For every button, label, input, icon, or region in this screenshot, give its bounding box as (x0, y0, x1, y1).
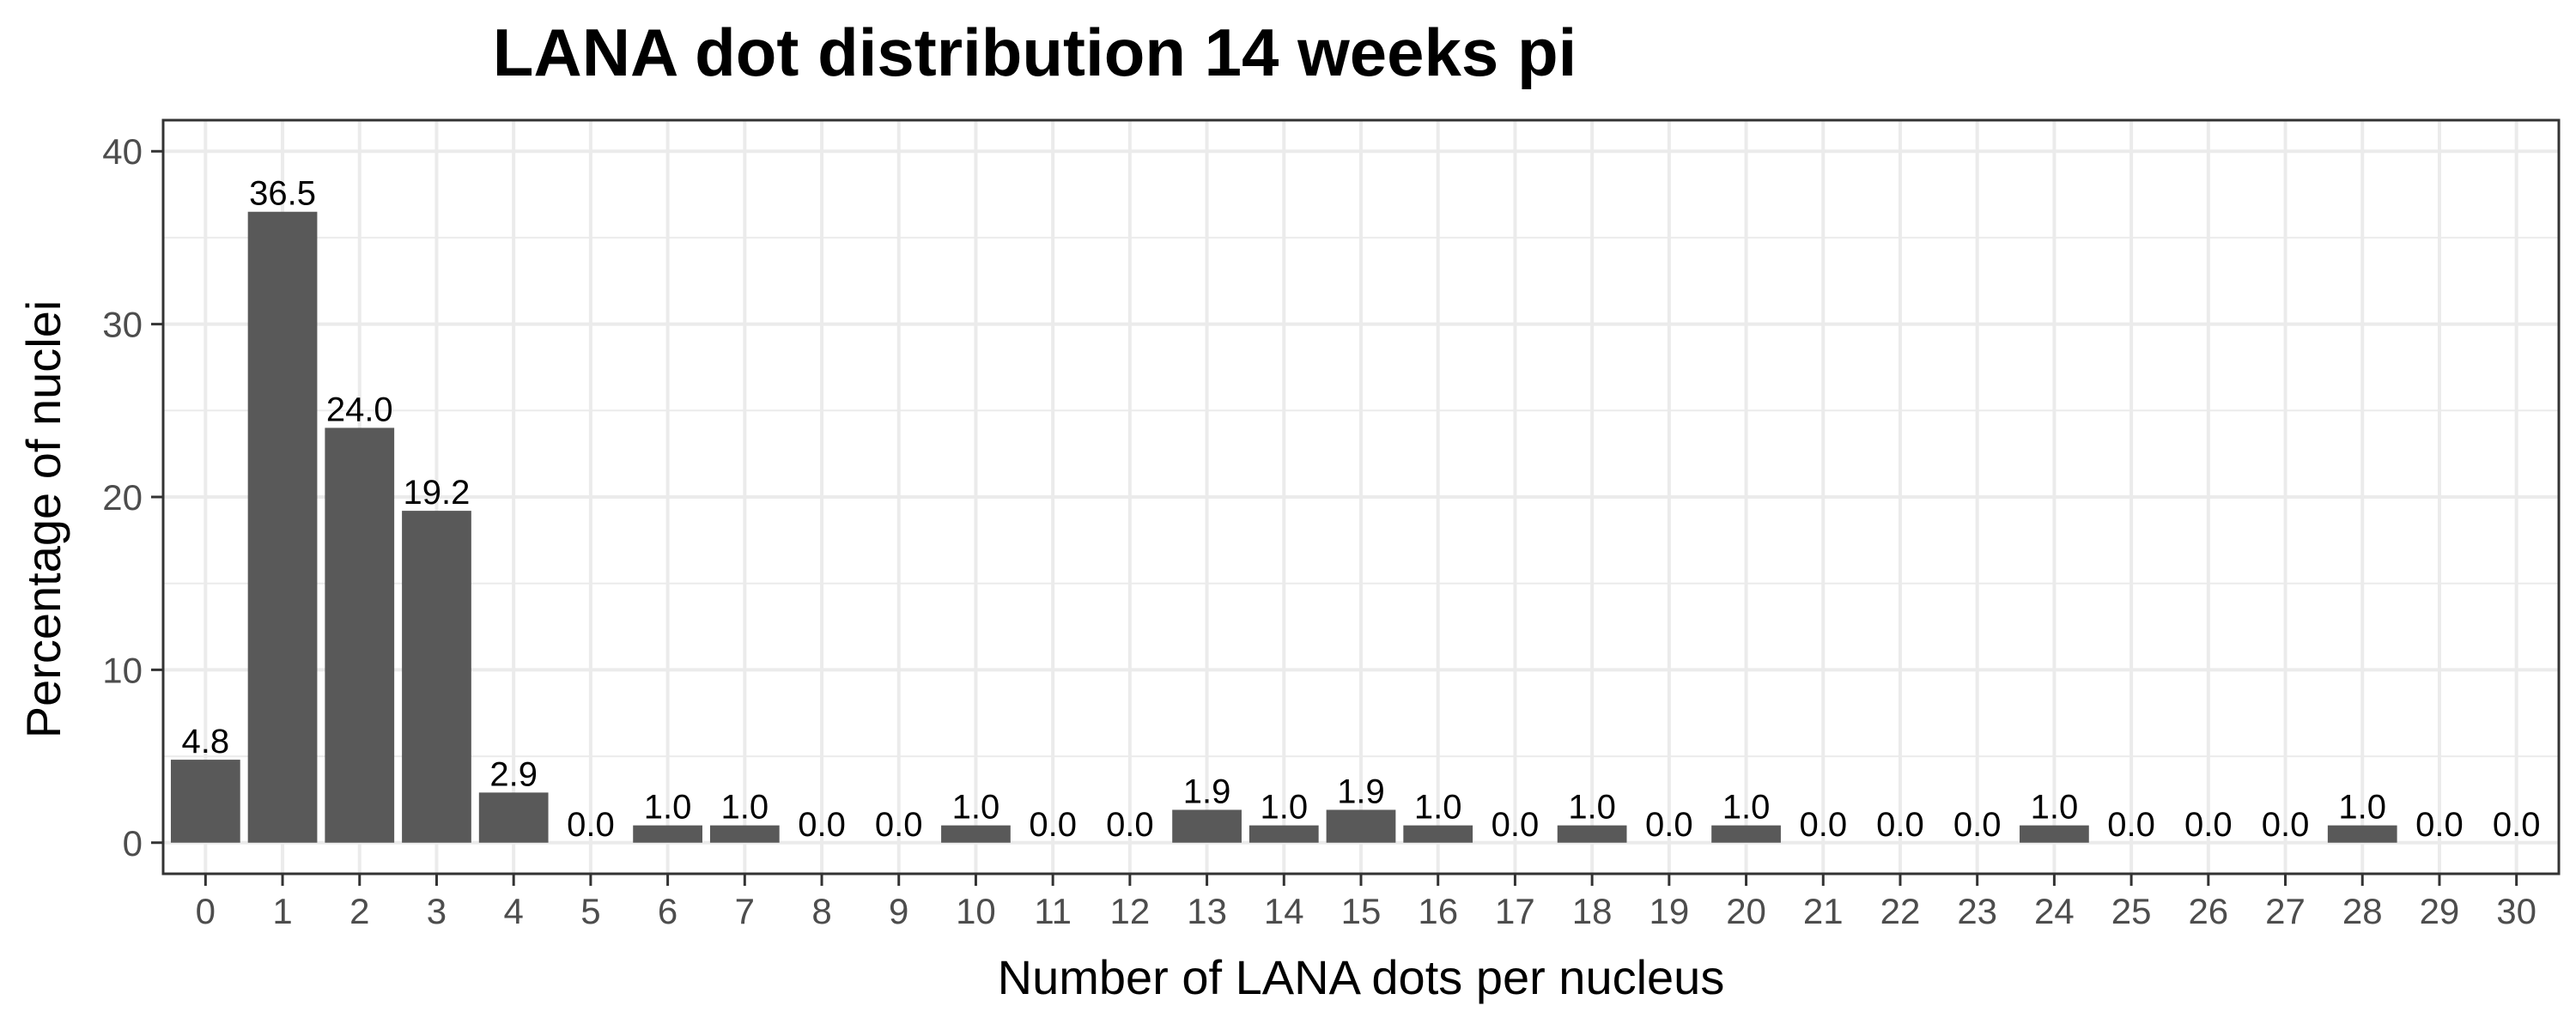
data-label: 1.0 (2031, 789, 2079, 827)
bar (247, 211, 318, 843)
data-label: 0.0 (1029, 806, 1077, 844)
bar (1711, 825, 1781, 843)
data-label: 2.9 (489, 755, 538, 793)
data-label: 0.0 (2415, 806, 2464, 844)
data-label: 0.0 (2107, 806, 2155, 844)
x-tick-label: 6 (658, 891, 677, 931)
bars (170, 211, 2397, 843)
x-tick-label: 30 (2496, 891, 2537, 931)
x-tick-label: 14 (1264, 891, 1304, 931)
data-label: 1.0 (721, 789, 769, 827)
x-tick-label: 2 (349, 891, 369, 931)
x-tick-label: 9 (889, 891, 908, 931)
y-axis-ticks: 0 10 20 30 40 (102, 131, 163, 863)
data-label: 0.0 (798, 806, 846, 844)
y-tick-label: 30 (102, 305, 143, 345)
x-tick-label: 10 (956, 891, 996, 931)
x-tick-label: 7 (735, 891, 755, 931)
data-label: 1.0 (1722, 789, 1771, 827)
x-tick-label: 18 (1572, 891, 1613, 931)
y-tick-label: 40 (102, 131, 143, 172)
data-label: 1.0 (644, 789, 692, 827)
bar (2020, 825, 2089, 843)
x-tick-label: 20 (1726, 891, 1766, 931)
data-label: 1.0 (2338, 789, 2386, 827)
data-label: 0.0 (1799, 806, 1847, 844)
x-tick-label: 8 (811, 891, 831, 931)
x-tick-label: 16 (1418, 891, 1458, 931)
x-tick-label: 1 (272, 891, 292, 931)
data-label: 0.0 (1876, 806, 1924, 844)
data-label: 36.5 (249, 175, 316, 213)
bar (170, 760, 240, 843)
bar (633, 825, 702, 843)
x-axis-label: Number of LANA dots per nucleus (998, 950, 1725, 1004)
data-label: 1.9 (1183, 772, 1231, 810)
chart-title: LANA dot distribution 14 weeks pi (493, 15, 1577, 90)
x-tick-label: 27 (2265, 891, 2306, 931)
x-tick-label: 5 (580, 891, 600, 931)
data-label: 0.0 (2184, 806, 2233, 844)
bar (709, 825, 780, 843)
bar (1249, 825, 1319, 843)
bar (478, 792, 549, 843)
y-axis-label: Percentage of nuclei (16, 300, 70, 739)
x-tick-label: 15 (1341, 891, 1382, 931)
data-label: 0.0 (875, 806, 923, 844)
data-label: 0.0 (2493, 806, 2541, 844)
data-label: 19.2 (404, 474, 471, 512)
x-tick-label: 25 (2111, 891, 2152, 931)
data-label: 1.0 (1414, 789, 1462, 827)
x-tick-label: 24 (2034, 891, 2075, 931)
x-tick-label: 3 (427, 891, 447, 931)
x-tick-label: 11 (1034, 891, 1072, 931)
data-label: 1.0 (952, 789, 1000, 827)
y-tick-label: 10 (102, 650, 143, 690)
data-label: 0.0 (567, 806, 615, 844)
y-tick-label: 20 (102, 477, 143, 518)
grid-lines (163, 120, 2559, 874)
x-tick-label: 17 (1495, 891, 1535, 931)
bar (402, 511, 471, 843)
x-tick-label: 28 (2342, 891, 2383, 931)
x-axis-ticks: 0 1 2 3 4 5 6 7 8 9 10 11 12 13 14 15 16 17 18 19 20 21 22 23 24… (196, 874, 2537, 931)
x-tick-label: 13 (1187, 891, 1227, 931)
data-label: 1.0 (1260, 789, 1308, 827)
x-tick-label: 0 (196, 891, 216, 931)
data-label: 0.0 (1645, 806, 1693, 844)
x-tick-label: 29 (2420, 891, 2460, 931)
data-label: 0.0 (1492, 806, 1540, 844)
x-tick-label: 4 (504, 891, 524, 931)
data-label: 4.8 (182, 723, 230, 760)
data-label: 1.9 (1337, 772, 1385, 810)
y-tick-label: 0 (123, 823, 143, 863)
x-tick-label: 23 (1957, 891, 1997, 931)
x-tick-label: 26 (2188, 891, 2228, 931)
data-label: 1.0 (1568, 789, 1616, 827)
data-labels: 4.8 36.5 24.0 19.2 2.9 0.0 1.0 1.0 0.0 0.0 1.0 0.0 0… (182, 175, 2541, 844)
data-label: 24.0 (326, 391, 393, 428)
x-tick-label: 22 (1880, 891, 1921, 931)
data-label: 0.0 (2262, 806, 2310, 844)
data-label: 0.0 (1953, 806, 2002, 844)
bar (1326, 809, 1396, 843)
bar (941, 825, 1011, 843)
x-tick-label: 12 (1110, 891, 1151, 931)
bar (1557, 825, 1627, 843)
x-tick-label: 19 (1649, 891, 1689, 931)
bar (2327, 825, 2397, 843)
x-tick-label: 21 (1803, 891, 1844, 931)
bar (1403, 825, 1473, 843)
bar (1172, 809, 1242, 843)
data-label: 0.0 (1106, 806, 1154, 844)
bar (325, 427, 395, 843)
